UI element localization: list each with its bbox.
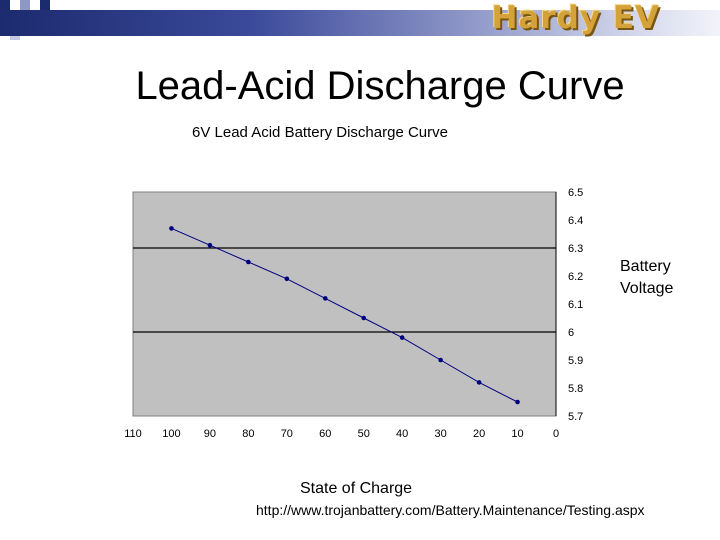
data-point-3: [284, 276, 290, 282]
x-axis-label: State of Charge: [300, 480, 413, 497]
data-point-7: [438, 357, 443, 363]
plot-area: [132, 191, 557, 417]
y-tick-label-3: 6.2: [568, 271, 583, 283]
data-point-4: [322, 296, 328, 301]
x-tick-label-9: 20: [473, 428, 485, 440]
hardy-ev-logo: Hardy EV: [491, 0, 660, 36]
x-tick-label-6: 50: [358, 428, 370, 440]
x-tick-label-3: 80: [242, 428, 254, 440]
data-point-1: [207, 242, 213, 248]
y-tick-label-8: 5.7: [568, 411, 583, 423]
data-point-5: [361, 315, 367, 321]
slide-title: Lead-Acid Discharge Curve: [135, 64, 625, 108]
x-tick-label-1: 100: [162, 428, 180, 440]
y-tick-label-6: 5.9: [568, 355, 583, 367]
y-tick-label-5: 6: [568, 327, 574, 339]
x-tick-label-11: 0: [553, 428, 559, 440]
y-tick-label-4: 6.1: [568, 299, 583, 311]
y-tick-label-0: 6.5: [568, 187, 583, 199]
chart-title: 6V Lead Acid Battery Discharge Curve: [192, 124, 448, 141]
data-point-0: [169, 226, 174, 231]
x-tick-label-8: 30: [435, 428, 447, 440]
x-tick-label-7: 40: [396, 428, 408, 440]
data-point-8: [476, 380, 482, 385]
data-point-9: [515, 399, 520, 405]
data-point-2: [246, 259, 251, 265]
y-axis-label: Battery Voltage: [620, 258, 674, 297]
x-tick-label-10: 10: [511, 428, 523, 440]
data-point-6: [399, 335, 405, 340]
series-line-0: [171, 227, 518, 403]
y-tick-label-1: 6.4: [568, 215, 583, 227]
header-bar: [0, 10, 720, 36]
x-tick-label-5: 60: [319, 428, 331, 440]
x-tick-label-0: 110: [124, 428, 142, 440]
source-url: http://www.trojanbattery.com/Battery.Mai…: [256, 502, 645, 518]
y-tick-label-7: 5.8: [568, 383, 583, 395]
x-tick-label-2: 90: [204, 428, 216, 440]
x-tick-label-4: 70: [281, 428, 293, 440]
y-tick-label-2: 6.3: [568, 243, 583, 255]
